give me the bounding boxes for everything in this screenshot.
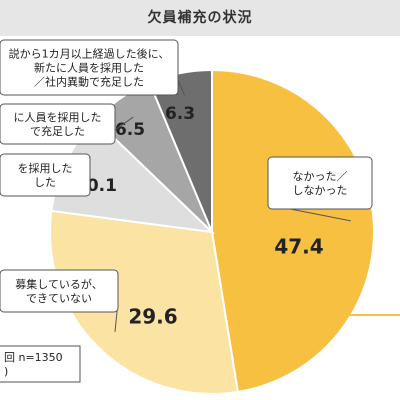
value-label-1: 29.6 <box>128 305 177 329</box>
label-box-0 <box>267 156 373 210</box>
category-label-4-line-0: 説から1カ月以上経過した後に、 <box>9 47 170 61</box>
category-label-3-line-0: に人員を採用した <box>14 110 102 124</box>
note-line-1: ) <box>4 365 8 378</box>
category-label-4-line-2: ／社内異動で充足した <box>34 75 144 89</box>
note-box <box>0 345 81 383</box>
category-label-4-line-1: 新たに人員を採用した <box>34 61 144 75</box>
leader-line-3 <box>114 116 134 131</box>
category-label-0-line-1: しなかった <box>293 184 348 197</box>
category-label-3-line-1: で充足した <box>30 124 85 138</box>
label-box-4 <box>0 39 179 96</box>
value-label-3: 6.5 <box>115 120 145 140</box>
chart-title: 欠員補充の状況 <box>147 10 253 26</box>
note-line-0: 回 n=1350 <box>4 351 63 364</box>
label-box-3 <box>0 103 116 145</box>
label-box-2 <box>0 153 91 197</box>
value-label-0: 47.4 <box>274 235 323 259</box>
label-box-1 <box>0 269 119 313</box>
leader-line-4 <box>177 79 186 96</box>
value-label-4: 6.3 <box>165 104 195 124</box>
category-label-1-line-1: できていない <box>26 292 92 305</box>
title-bar <box>0 0 400 36</box>
pie-slice-1 <box>49 209 240 395</box>
category-label-0-line-0: なかった／ <box>293 170 348 183</box>
category-label-1-line-0: 募集しているが、 <box>15 277 102 291</box>
category-label-2-line-0: を採用した <box>18 161 73 175</box>
category-label-2-line-1: した <box>34 176 56 189</box>
pie-slice-0 <box>211 68 375 394</box>
